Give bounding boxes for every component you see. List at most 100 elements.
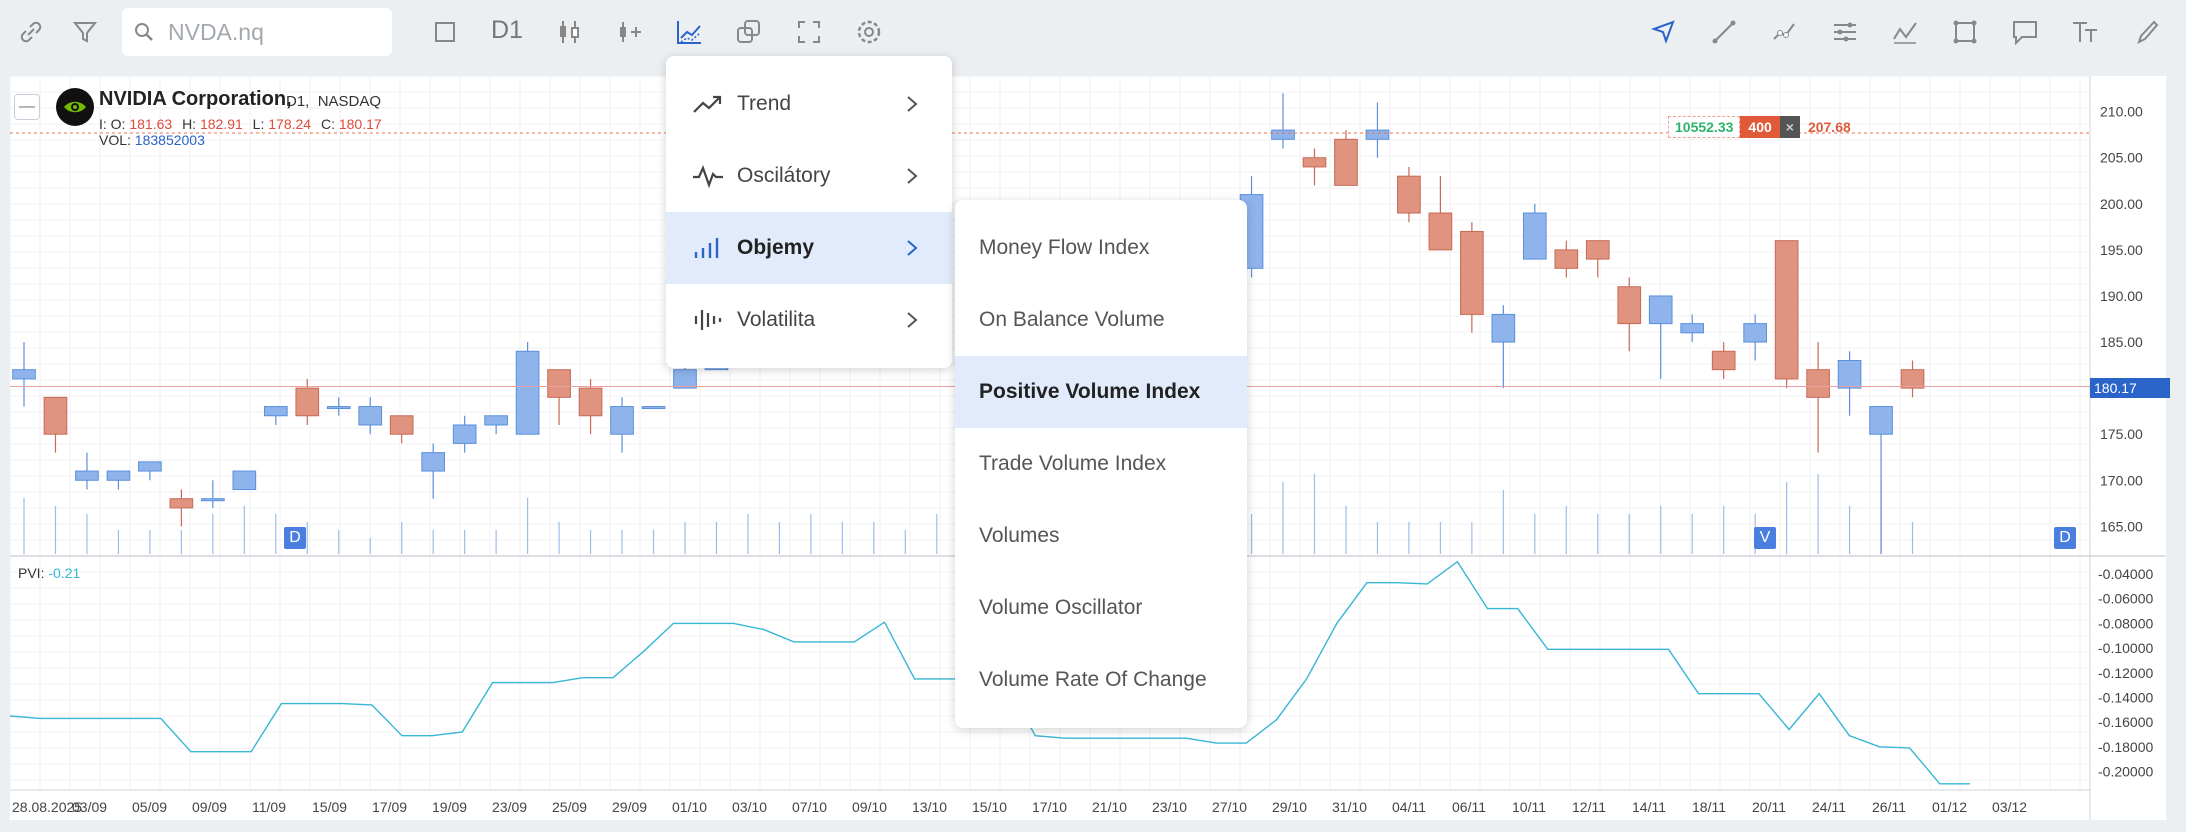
price-tick-label: 200.00: [2100, 196, 2143, 212]
candle-body: [1900, 369, 1925, 389]
menu-item-volatility[interactable]: Volatilita: [666, 284, 952, 356]
date-tick-label: 03/12: [1992, 799, 2027, 815]
candle-body: [1806, 369, 1830, 398]
candle-body: [138, 461, 162, 472]
chevron-right-icon: [907, 168, 918, 184]
candle-body: [484, 415, 508, 426]
date-tick-label: 01/12: [1932, 799, 1967, 815]
date-tick-label: 21/10: [1092, 799, 1127, 815]
comment-icon[interactable]: [2006, 13, 2044, 51]
link-icon[interactable]: [12, 13, 50, 51]
symbol-search[interactable]: [122, 8, 392, 56]
date-tick-label: 03/09: [72, 799, 107, 815]
order-line-widget[interactable]: 10552.33 400 × 207.68: [1668, 116, 1859, 138]
date-tick-label: 14/11: [1632, 799, 1666, 815]
toolbar: D1: [0, 0, 2186, 66]
candle-body: [1617, 286, 1642, 325]
menu-item-oscillators[interactable]: Oscilátory: [666, 140, 952, 212]
pvi-tick-label: -0.12000: [2098, 665, 2153, 681]
parallel-lines-icon[interactable]: [1826, 13, 1864, 51]
layers-icon[interactable]: [730, 13, 768, 51]
candle-body: [1397, 175, 1421, 214]
date-tick-label: 04/11: [1392, 799, 1426, 815]
add-indicator-icon[interactable]: [610, 13, 648, 51]
candle-body: [232, 470, 257, 490]
date-tick-label: 28.08.2025: [12, 799, 82, 815]
trendline-icon[interactable]: [1765, 13, 1803, 51]
price-tick-label: 175.00: [2100, 426, 2143, 442]
candle-body: [515, 350, 540, 435]
submenu-item-volumes[interactable]: Volumes: [979, 524, 1060, 547]
volume-readout: VOL: 183852003: [99, 132, 205, 148]
gear-icon[interactable]: [850, 13, 888, 51]
candle-body: [106, 470, 131, 481]
oscillator-icon: [693, 165, 723, 188]
search-icon: [135, 23, 153, 41]
filter-icon[interactable]: [66, 13, 104, 51]
date-tick-label: 23/09: [492, 799, 527, 815]
candle-body: [1648, 295, 1673, 325]
cursor-icon[interactable]: [1644, 13, 1682, 51]
pvi-readout: PVI: -0.21: [18, 565, 81, 581]
order-qty[interactable]: 400: [1740, 116, 1780, 138]
volume-icon: [694, 238, 719, 258]
date-tick-label: 18/11: [1692, 799, 1726, 815]
candle-body: [169, 498, 194, 509]
pvi-tick-label: -0.18000: [2098, 739, 2153, 755]
fullscreen-icon[interactable]: [790, 13, 828, 51]
date-tick-label: 13/10: [912, 799, 947, 815]
candle-body: [1711, 350, 1736, 371]
candle-body: [1585, 240, 1610, 260]
date-tick-label: 31/10: [1332, 799, 1367, 815]
candle-body: [421, 452, 446, 472]
order-price[interactable]: 10552.33: [1668, 116, 1741, 138]
date-tick-label: 03/10: [732, 799, 767, 815]
line-icon[interactable]: [1705, 13, 1743, 51]
submenu-item-vroc[interactable]: Volume Rate Of Change: [979, 668, 1207, 691]
volume-bars: [23, 474, 1914, 554]
dividend-marker[interactable]: D: [284, 527, 306, 549]
candle-body: [201, 498, 225, 502]
date-tick-label: 09/10: [852, 799, 887, 815]
submenu-item-tvi[interactable]: Trade Volume Index: [979, 452, 1167, 475]
dividend-marker[interactable]: D: [2054, 527, 2076, 549]
candle-body: [673, 369, 697, 389]
text-icon[interactable]: [2066, 13, 2104, 51]
fib-icon[interactable]: [1886, 13, 1924, 51]
date-tick-label: 15/10: [972, 799, 1007, 815]
candle-body: [1334, 138, 1358, 186]
brush-icon[interactable]: [2126, 13, 2164, 51]
pvi-tick-label: -0.04000: [2098, 566, 2153, 582]
date-tick-label: 25/09: [552, 799, 587, 815]
timeframe-button[interactable]: D1: [491, 16, 523, 44]
submenu-item-mfi[interactable]: Money Flow Index: [979, 236, 1150, 259]
date-tick-label: 06/11: [1452, 799, 1486, 815]
candle-body: [1774, 240, 1799, 380]
submenu-item-obv[interactable]: On Balance Volume: [979, 308, 1165, 331]
rectangle-icon[interactable]: [1946, 13, 1984, 51]
chevron-right-icon: [907, 312, 918, 328]
volume-marker[interactable]: V: [1754, 527, 1776, 549]
candle-body: [75, 470, 99, 481]
candle-body: [12, 369, 36, 380]
menu-item-trend[interactable]: Trend: [666, 68, 952, 140]
date-tick-label: 12/11: [1572, 799, 1606, 815]
submenu-item-pvi[interactable]: Positive Volume Index: [955, 356, 1247, 428]
trend-icon: [693, 95, 722, 113]
date-tick-label: 15/09: [312, 799, 347, 815]
candle-body: [610, 406, 634, 435]
candle-body: [389, 415, 414, 435]
close-order-icon[interactable]: ×: [1779, 116, 1800, 138]
candle-body: [1869, 406, 1893, 435]
search-input[interactable]: [166, 16, 380, 48]
candle-body: [1680, 323, 1705, 334]
menu-item-volumes[interactable]: Objemy: [666, 212, 952, 284]
collapse-legend-button[interactable]: —: [14, 94, 40, 120]
candle-body: [1271, 129, 1295, 140]
square-icon[interactable]: [426, 13, 464, 51]
submenu-item-volume-oscillator[interactable]: Volume Oscillator: [979, 596, 1143, 619]
candle-body: [1491, 313, 1516, 343]
candles-icon[interactable]: [550, 13, 588, 51]
date-tick-label: 27/10: [1212, 799, 1247, 815]
indicators-icon[interactable]: [670, 13, 708, 51]
